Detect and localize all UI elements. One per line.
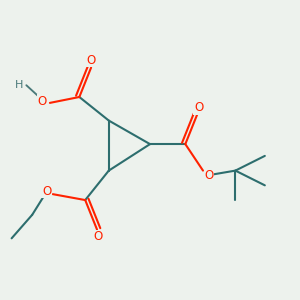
Text: O: O xyxy=(194,101,203,114)
Text: O: O xyxy=(38,95,47,108)
Text: H: H xyxy=(15,80,23,90)
Text: O: O xyxy=(94,230,103,243)
Text: O: O xyxy=(205,169,214,182)
Text: O: O xyxy=(42,185,51,198)
Text: O: O xyxy=(86,54,96,67)
